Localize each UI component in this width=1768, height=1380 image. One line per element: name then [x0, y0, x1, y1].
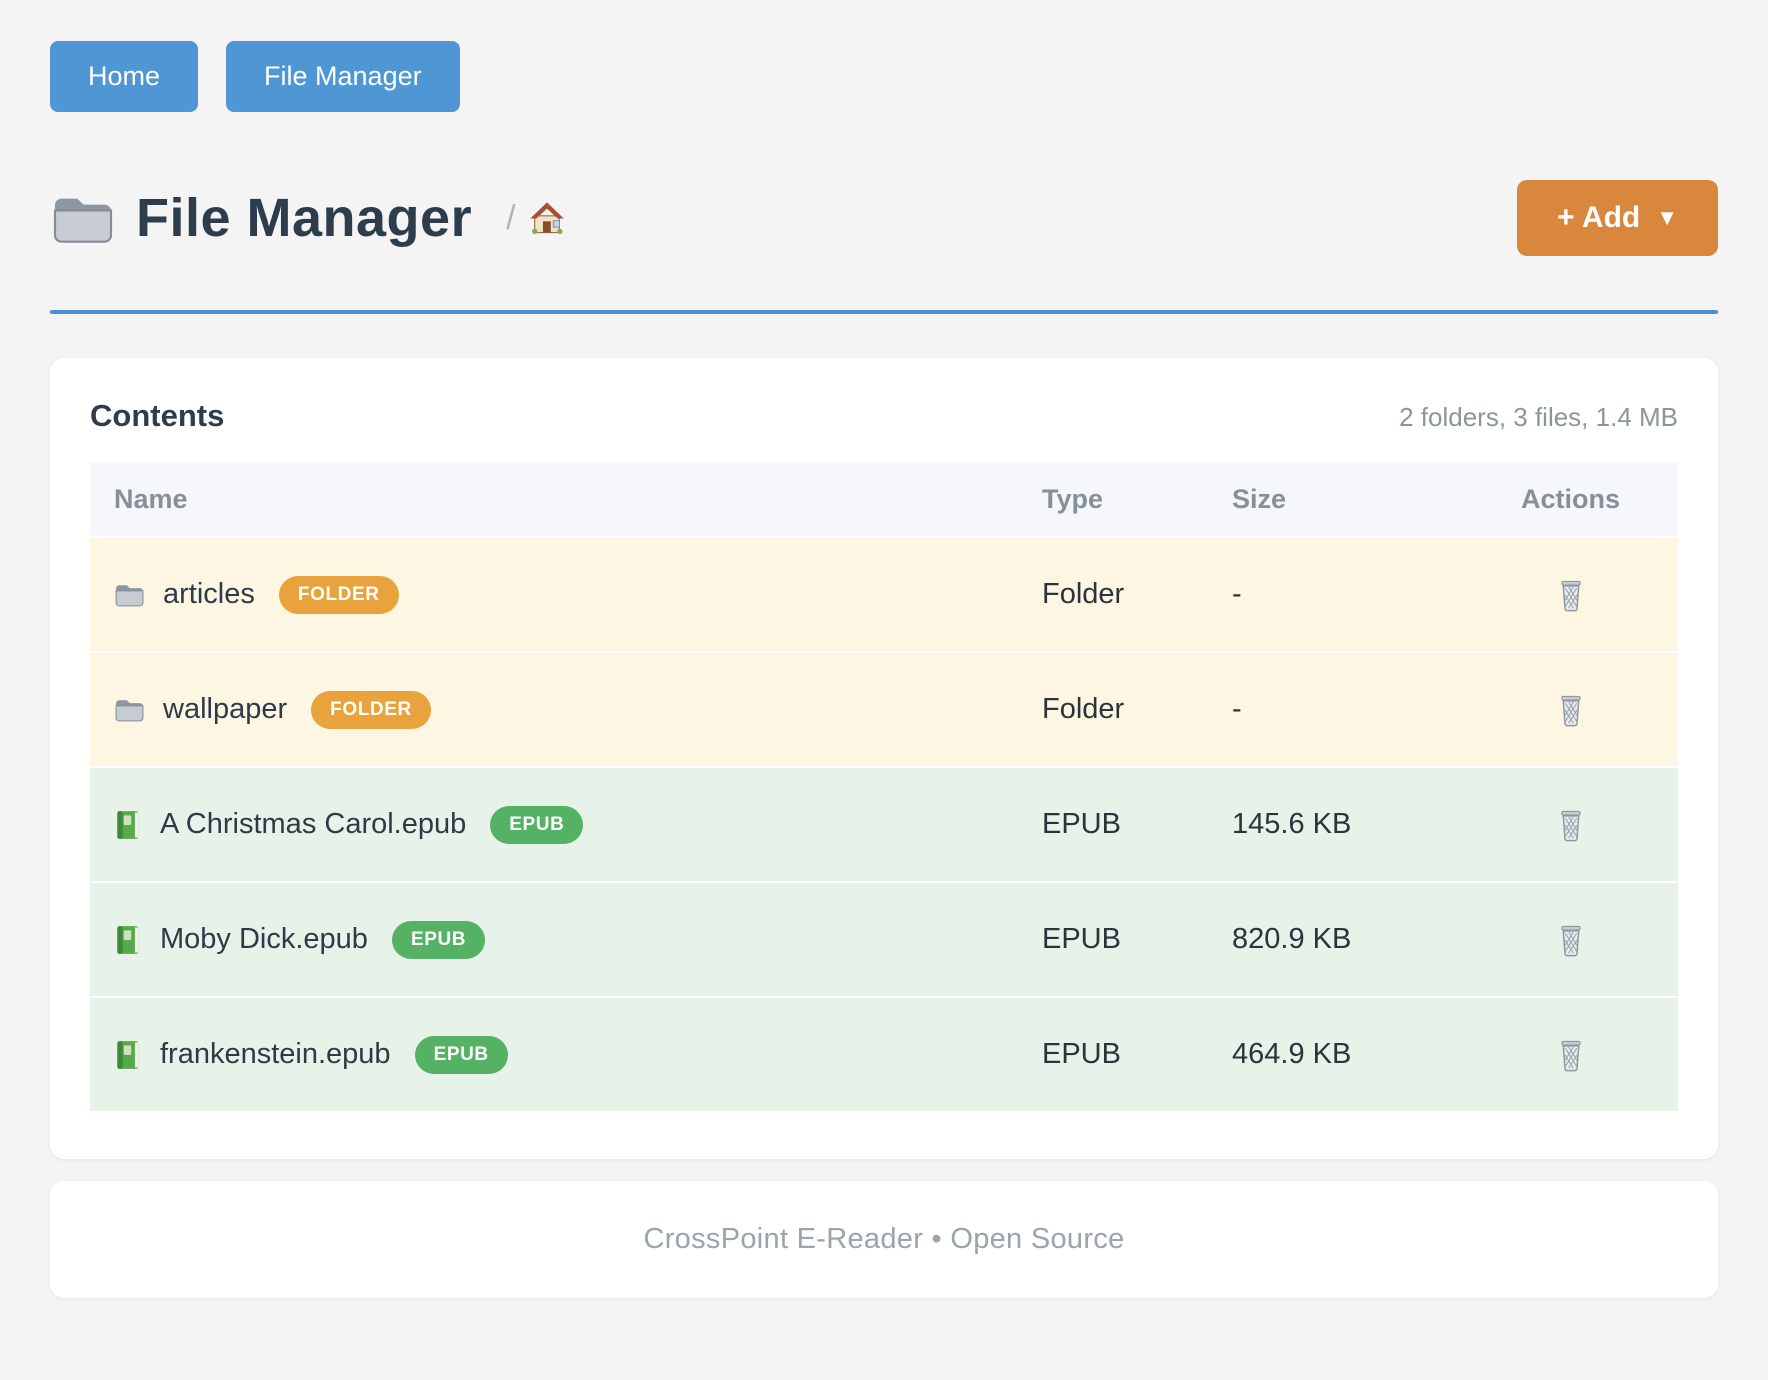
folder-icon — [50, 190, 116, 246]
table-body: articles FOLDER Folder - — [90, 538, 1678, 1111]
title-divider — [50, 310, 1718, 314]
name-cell: wallpaper FOLDER — [90, 690, 1018, 729]
actions-cell — [1463, 1034, 1678, 1076]
name-cell: articles FOLDER — [90, 575, 1018, 614]
name-cell: frankenstein.epub EPUB — [90, 1035, 1018, 1074]
add-button-label: + Add — [1557, 201, 1641, 234]
page-title-text: File Manager — [136, 188, 473, 248]
nav-home-button[interactable]: Home — [50, 41, 199, 112]
name-cell: A Christmas Carol.epub EPUB — [90, 805, 1018, 844]
trash-icon — [1556, 808, 1586, 842]
file-name: frankenstein.epub — [160, 1038, 391, 1070]
delete-button[interactable] — [1552, 1034, 1590, 1076]
book-icon — [114, 1039, 142, 1071]
type-cell: EPUB — [1042, 1038, 1121, 1070]
type-cell: Folder — [1042, 693, 1125, 725]
file-name: wallpaper — [163, 693, 288, 725]
column-header-type: Type — [1042, 483, 1104, 514]
contents-card: Contents 2 folders, 3 files, 1.4 MB Name… — [50, 358, 1718, 1159]
file-name: articles — [163, 578, 255, 610]
type-cell: EPUB — [1042, 808, 1121, 840]
name-cell: Moby Dick.epub EPUB — [90, 920, 1018, 959]
actions-cell — [1463, 574, 1678, 616]
nav-file-manager-button[interactable]: File Manager — [226, 41, 460, 112]
footer-card: CrossPoint E-Reader • Open Source — [50, 1181, 1718, 1298]
trash-icon — [1556, 923, 1586, 957]
caret-down-icon: ▼ — [1656, 205, 1678, 230]
type-cell: EPUB — [1042, 923, 1121, 955]
size-cell: 145.6 KB — [1232, 808, 1352, 840]
book-icon — [114, 809, 142, 841]
footer-text: CrossPoint E-Reader • Open Source — [643, 1223, 1125, 1255]
add-button[interactable]: + Add ▼ — [1517, 180, 1718, 256]
contents-title: Contents — [90, 398, 225, 433]
contents-summary: 2 folders, 3 files, 1.4 MB — [1399, 402, 1678, 432]
actions-cell — [1463, 804, 1678, 846]
breadcrumb-separator: / — [506, 198, 516, 237]
table-row[interactable]: A Christmas Carol.epub EPUB EPUB 145.6 K… — [90, 768, 1678, 881]
page-title: File Manager — [50, 187, 472, 249]
actions-cell — [1463, 689, 1678, 731]
breadcrumb: / — [506, 199, 565, 238]
delete-button[interactable] — [1552, 574, 1590, 616]
home-icon[interactable] — [528, 199, 566, 237]
size-cell: 820.9 KB — [1232, 923, 1352, 955]
top-nav: Home File Manager — [50, 41, 1718, 112]
table-header-row: Name Type Size Actions — [90, 462, 1678, 536]
size-cell: 464.9 KB — [1232, 1038, 1352, 1070]
trash-icon — [1556, 578, 1586, 612]
book-icon — [114, 924, 142, 956]
delete-button[interactable] — [1552, 804, 1590, 846]
trash-icon — [1556, 1038, 1586, 1072]
column-header-actions: Actions — [1520, 483, 1620, 514]
file-badge: FOLDER — [278, 575, 399, 614]
file-badge: EPUB — [391, 920, 486, 959]
column-header-name: Name — [114, 483, 188, 514]
column-header-size: Size — [1232, 483, 1287, 514]
size-cell: - — [1232, 578, 1242, 610]
folder-icon — [114, 696, 145, 723]
folder-icon — [114, 581, 145, 608]
file-table: Name Type Size Actions articles FOLDER F… — [90, 462, 1678, 1111]
actions-cell — [1463, 919, 1678, 961]
size-cell: - — [1232, 693, 1242, 725]
file-name: A Christmas Carol.epub — [160, 808, 467, 840]
table-row[interactable]: wallpaper FOLDER Folder - — [90, 653, 1678, 766]
table-row[interactable]: articles FOLDER Folder - — [90, 538, 1678, 651]
file-name: Moby Dick.epub — [160, 923, 368, 955]
file-badge: EPUB — [490, 805, 584, 844]
file-badge: EPUB — [414, 1035, 508, 1074]
delete-button[interactable] — [1552, 919, 1590, 961]
table-row[interactable]: Moby Dick.epub EPUB EPUB 820.9 KB — [90, 883, 1678, 996]
file-badge: FOLDER — [311, 690, 431, 729]
trash-icon — [1556, 693, 1586, 727]
page-header: File Manager / + Add ▼ — [50, 180, 1718, 256]
type-cell: Folder — [1042, 578, 1125, 610]
table-row[interactable]: frankenstein.epub EPUB EPUB 464.9 KB — [90, 998, 1678, 1111]
delete-button[interactable] — [1552, 689, 1590, 731]
